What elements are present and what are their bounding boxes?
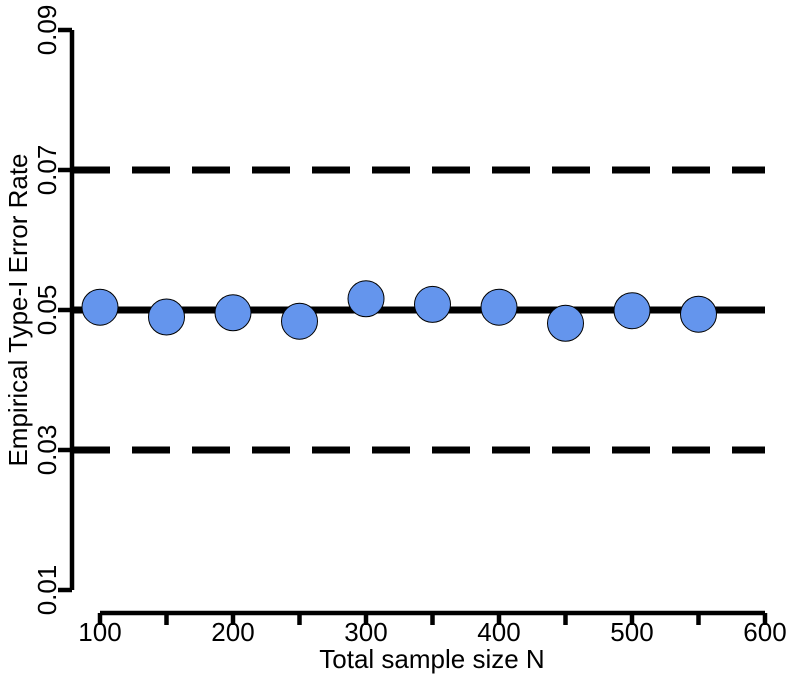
data-point: [613, 292, 651, 330]
data-point: [347, 280, 385, 318]
data-point: [214, 294, 252, 332]
y-tick-label: 0.03: [32, 425, 62, 476]
x-tick-label: 100: [78, 617, 121, 647]
data-point: [81, 288, 119, 326]
data-point: [547, 304, 584, 342]
x-axis-title: Total sample size N: [319, 644, 544, 674]
data-point: [680, 295, 717, 333]
x-axis-ticks: 100 200 300 400 500 600: [78, 613, 787, 647]
y-axis-title: Empirical Type-I Error Rate: [3, 153, 33, 466]
data-point: [414, 285, 451, 323]
x-tick-label: 500: [610, 617, 653, 647]
x-tick-label: 600: [743, 617, 786, 647]
x-tick-label: 400: [477, 617, 520, 647]
data-point: [480, 288, 518, 326]
x-tick-label: 200: [211, 617, 254, 647]
data-points: [81, 280, 717, 342]
data-point: [281, 302, 318, 340]
y-tick-label: 0.07: [32, 145, 62, 196]
y-tick-label: 0.05: [32, 285, 62, 336]
y-axis-ticks: 0.01 0.03 0.05 0.07 0.09: [32, 5, 72, 616]
data-point: [148, 298, 185, 336]
x-tick-label: 300: [344, 617, 387, 647]
y-tick-label: 0.01: [32, 565, 62, 616]
y-tick-label: 0.09: [32, 5, 62, 56]
